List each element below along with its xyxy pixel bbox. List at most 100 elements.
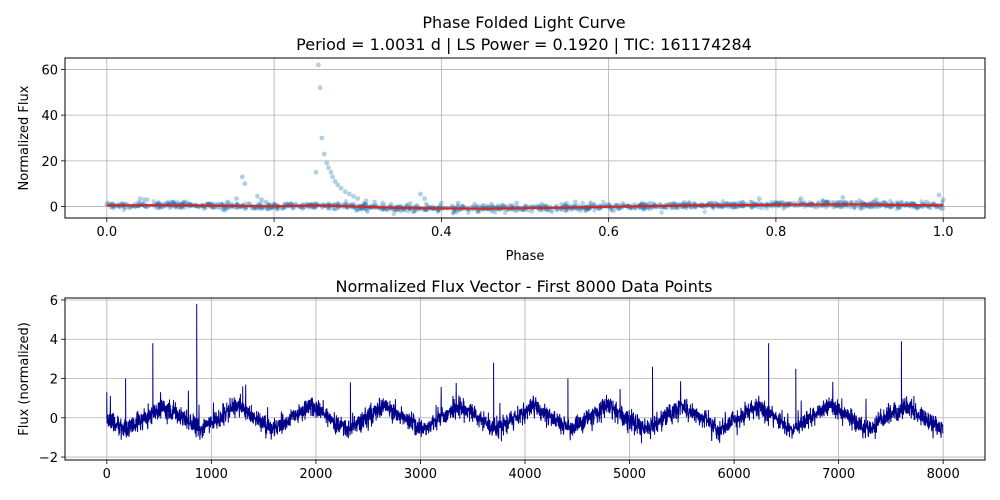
phase-band-point (830, 200, 835, 205)
phase-band-point (391, 211, 396, 217)
phase-band-point (241, 206, 247, 211)
phase-data-point (418, 191, 423, 197)
phase-data-point (489, 201, 494, 207)
phase-band-point (154, 205, 160, 210)
phase-band-point (826, 199, 831, 204)
phase-band-point (673, 205, 679, 211)
phase-band-point (853, 200, 859, 205)
phase-band-point (201, 206, 207, 211)
phase-band-point (601, 199, 606, 204)
phase-band-point (538, 208, 543, 213)
phase-data-point (328, 169, 334, 175)
phase-band-point (380, 207, 385, 213)
phase-band-point (838, 199, 843, 205)
flux-plot-data (106, 303, 944, 444)
phase-band-point (284, 201, 290, 206)
phase-data-point (380, 200, 386, 206)
phase-data-point (255, 193, 260, 199)
phase-band-point (841, 200, 847, 205)
phase-plot-ytick-label: 40 (41, 109, 58, 124)
phase-band-point (510, 203, 515, 208)
phase-data-point (330, 174, 335, 180)
phase-band-point (647, 206, 652, 212)
phase-band-point (897, 205, 903, 210)
phase-data-point (338, 185, 344, 191)
phase-band-point (779, 199, 785, 204)
phase-band-point (254, 206, 259, 211)
phase-band-point (797, 198, 802, 203)
flux-plot-xtick-label: 7000 (822, 467, 855, 482)
phase-data-point (756, 196, 762, 202)
phase-data-point (372, 199, 377, 205)
phase-data-point (171, 199, 177, 205)
phase-band-point (759, 206, 765, 211)
flux-plot-ylabel: Flux (normalized) (17, 322, 32, 436)
phase-band-point (702, 209, 707, 214)
flux-plot-xtick-label: 2000 (299, 467, 332, 482)
phase-folded-plot: Phase Folded Light Curve Period = 1.0031… (17, 13, 986, 264)
phase-band-point (393, 208, 398, 213)
phase-band-point (393, 208, 398, 213)
phase-band-point (343, 199, 348, 204)
phase-band-point (749, 199, 754, 204)
phase-band-point (170, 200, 175, 205)
phase-band-point (670, 206, 675, 211)
phase-band-point (583, 208, 588, 214)
phase-band-point (335, 200, 340, 206)
phase-band-point (363, 201, 368, 206)
phase-band-point (554, 208, 560, 213)
phase-data-point (326, 165, 331, 171)
phase-trend-line (106, 203, 944, 210)
phase-band-point (709, 200, 715, 205)
phase-data-point (363, 198, 369, 204)
phase-data-point (234, 196, 239, 202)
phase-plot-ylabel: Normalized Flux (17, 85, 32, 190)
phase-band-point (402, 208, 407, 213)
phase-data-point (316, 62, 321, 68)
phase-plot-ytick-label: 20 (41, 155, 58, 170)
phase-band-point (730, 205, 735, 210)
phase-data-point (899, 199, 904, 205)
phase-band-point (782, 204, 787, 210)
phase-band-point (562, 201, 568, 207)
phase-band-point (405, 209, 411, 214)
phase-plot-data (104, 62, 946, 217)
phase-band-point (437, 203, 443, 208)
phase-band-point (181, 200, 186, 205)
phase-band-point (156, 200, 162, 205)
phase-data-point (639, 200, 645, 206)
phase-band-point (928, 205, 933, 211)
phase-band-point (313, 200, 319, 206)
phase-data-point (740, 199, 745, 205)
phase-data-point (572, 199, 578, 205)
phase-band-point (820, 198, 825, 203)
phase-band-point (642, 201, 648, 207)
phase-band-point (264, 206, 269, 212)
phase-band-point (851, 206, 857, 211)
phase-band-point (333, 206, 338, 212)
phase-plot-xtick-label: 0.0 (96, 225, 117, 240)
flux-plot-ytick-label: −2 (39, 451, 58, 466)
phase-plot-title-line1: Phase Folded Light Curve (422, 13, 625, 32)
flux-series-line (106, 303, 944, 444)
phase-data-point (313, 169, 319, 175)
phase-band-point (676, 205, 681, 211)
phase-band-point (414, 203, 420, 208)
phase-band-point (507, 203, 512, 208)
phase-band-point (849, 200, 854, 205)
phase-plot-xtick-label: 0.2 (264, 225, 285, 240)
phase-band-point (363, 202, 369, 207)
phase-data-point (317, 85, 323, 91)
phase-data-point (936, 192, 942, 198)
phase-band-point (476, 204, 482, 209)
phase-band-point (223, 206, 228, 211)
phase-band-point (251, 206, 257, 211)
phase-band-point (481, 203, 486, 208)
phase-band-point (260, 206, 265, 211)
phase-data-point (347, 191, 352, 197)
phase-band-point (266, 206, 271, 212)
phase-band-point (480, 203, 485, 208)
phase-band-point (476, 209, 481, 214)
phase-band-point (720, 199, 726, 204)
